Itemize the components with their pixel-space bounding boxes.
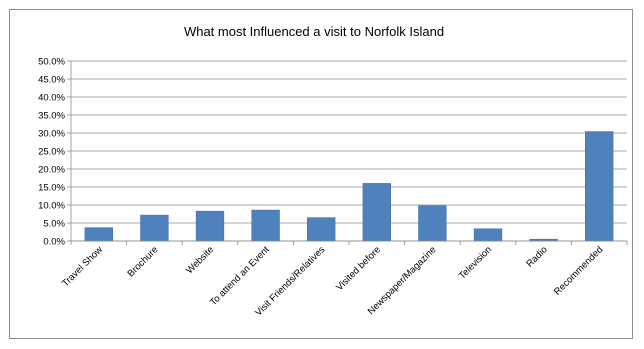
y-tick-label: 10.0% [38, 201, 65, 212]
bar [585, 131, 614, 242]
y-tick-label: 0.0% [43, 237, 65, 248]
gridlines [71, 60, 627, 242]
y-tick-label: 40.0% [38, 93, 65, 104]
bar [251, 209, 280, 242]
bar [307, 217, 336, 242]
x-tick-label: Radio [524, 244, 549, 269]
bar [473, 228, 503, 242]
x-tick-label: To attend an Event [208, 244, 272, 308]
y-tick-label: 35.0% [38, 111, 65, 122]
y-tick-label: 25.0% [38, 147, 65, 158]
chart-frame [9, 9, 633, 339]
x-tick-label: Recommended [552, 244, 605, 297]
bar [362, 183, 391, 242]
bar [195, 210, 225, 242]
x-tick-label: Visited before [334, 244, 383, 293]
x-tick-label: Travel Show [60, 244, 105, 289]
y-tick-label: 5.0% [43, 219, 65, 230]
x-tick-label: Website [184, 244, 216, 276]
y-tick-label: 30.0% [38, 129, 65, 140]
y-tick-label: 50.0% [38, 57, 65, 68]
bar [140, 214, 169, 242]
y-tick-label: 20.0% [38, 165, 65, 176]
axes [67, 60, 628, 245]
chart-title: What most Influenced a visit to Norfolk … [183, 24, 445, 39]
bars [84, 131, 614, 242]
y-tick-label: 15.0% [38, 183, 65, 194]
x-tick-label: Television [457, 244, 494, 281]
tick-labels: 0.0% 5.0% 10.0% 15.0% 20.0% 25.0% 30.0% 35.0% 40… [38, 57, 605, 319]
y-tick-label: 45.0% [38, 75, 65, 86]
bar [418, 205, 447, 242]
bar [84, 227, 113, 242]
x-tick-label: Brochure [125, 244, 160, 279]
